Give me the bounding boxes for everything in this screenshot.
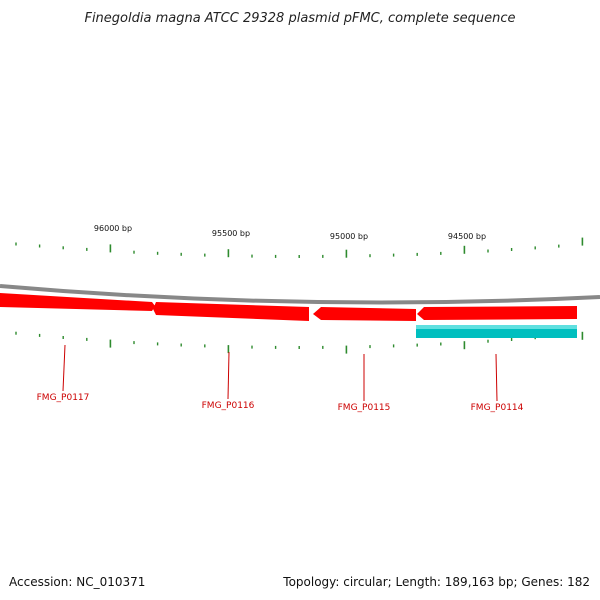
scale-label: 95500 bp bbox=[212, 229, 250, 238]
gene-arrow-fmg-p0115[interactable] bbox=[313, 307, 416, 321]
gene-arrow-fmg-p0116[interactable] bbox=[153, 302, 309, 321]
gene-leader bbox=[227, 351, 230, 400]
plasmid-backbone bbox=[0, 284, 600, 305]
gene-leader bbox=[62, 344, 66, 392]
scale-labels: 96000 bp 95500 bp 95000 bp 94500 bp bbox=[94, 224, 486, 241]
scale-label: 94500 bp bbox=[448, 232, 486, 241]
gene-arrow-fmg-p0117[interactable] bbox=[0, 293, 155, 311]
feature-bar-highlight bbox=[416, 325, 577, 329]
scale-ticks-top bbox=[15, 237, 584, 258]
scale-label: 96000 bp bbox=[94, 224, 132, 233]
gene-label[interactable]: FMG_P0115 bbox=[338, 403, 391, 413]
gene-track bbox=[0, 293, 577, 338]
gene-leader bbox=[495, 353, 498, 402]
map-title: Finegoldia magna ATCC 29328 plasmid pFMC… bbox=[84, 11, 516, 26]
scale-label: 95000 bp bbox=[330, 232, 368, 241]
gene-arrow-fmg-p0114[interactable] bbox=[417, 306, 577, 320]
accession-text: Accession: NC_010371 bbox=[9, 575, 146, 589]
gene-labels: FMG_P0117 FMG_P0116 FMG_P0115 FMG_P0114 bbox=[37, 344, 524, 413]
topology-summary: Topology: circular; Length: 189,163 bp; … bbox=[283, 575, 590, 589]
gene-label[interactable]: FMG_P0116 bbox=[202, 401, 255, 411]
gene-label[interactable]: FMG_P0114 bbox=[471, 403, 524, 413]
gene-label[interactable]: FMG_P0117 bbox=[37, 393, 90, 403]
